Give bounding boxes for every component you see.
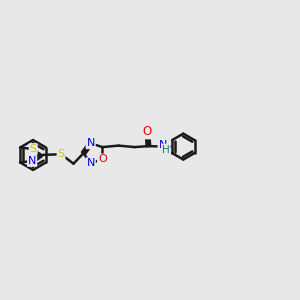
Text: S: S <box>30 144 37 154</box>
Text: N: N <box>158 140 167 150</box>
Text: S: S <box>58 149 64 159</box>
Text: N: N <box>28 156 36 166</box>
Text: N: N <box>86 158 95 168</box>
Text: O: O <box>98 154 107 164</box>
Text: H: H <box>162 145 170 154</box>
Text: N: N <box>86 138 95 148</box>
Text: O: O <box>143 125 152 138</box>
